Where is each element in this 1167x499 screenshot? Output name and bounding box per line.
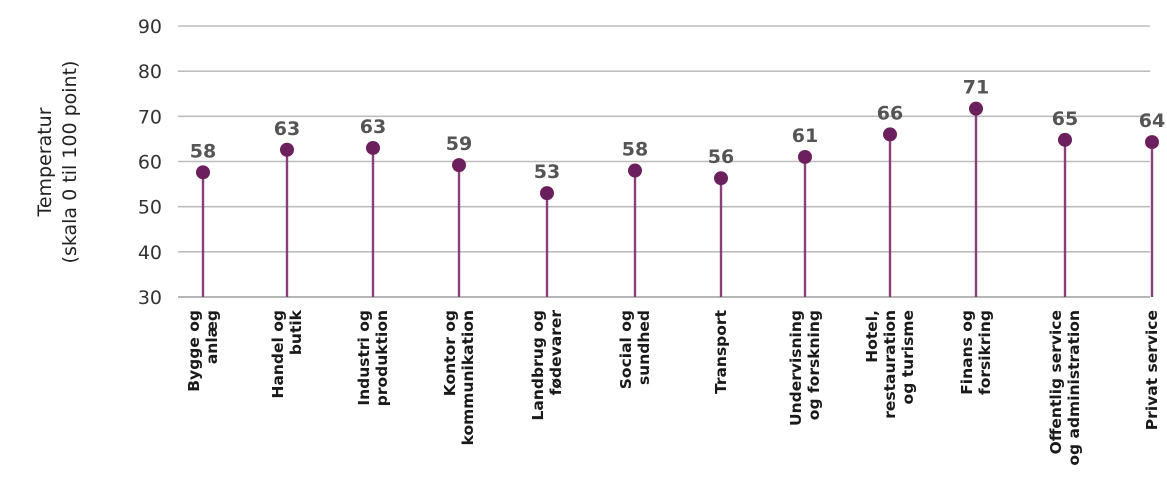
- lollipop-marker: [969, 101, 983, 116]
- category-label: produktion: [373, 310, 391, 406]
- lollipop-marker: [540, 186, 554, 201]
- category-label: Finans og: [958, 310, 976, 395]
- category-label: Landbrug og: [529, 310, 547, 420]
- data-label: 56: [708, 146, 734, 168]
- category-labels: Bygge og anlæg Handel og butik Industri og pr…: [185, 309, 1161, 465]
- lollipop-marker: [1145, 135, 1159, 150]
- category-label: og turisme: [899, 310, 917, 404]
- y-tick-label: 90: [138, 16, 162, 38]
- gridlines: [178, 25, 1150, 298]
- category-label: Bygge og: [185, 310, 203, 392]
- data-label: 66: [877, 102, 903, 124]
- category-label: Privat service: [1143, 310, 1161, 430]
- data-label: 64: [1139, 110, 1165, 132]
- y-tick-label: 60: [138, 152, 162, 174]
- category-label: restauration: [881, 310, 899, 419]
- lollipop-markers: [196, 101, 1159, 201]
- lollipop-stems: [201, 108, 1154, 297]
- category-label: Hotel,: [863, 310, 881, 363]
- data-label: 53: [534, 161, 560, 183]
- lollipop-marker: [798, 149, 812, 164]
- data-label: 71: [963, 77, 989, 99]
- lollipop-marker: [366, 140, 380, 155]
- category-label: Undervisning: [787, 310, 805, 426]
- y-axis-ticks: 30 40 50 60 70 80 90: [138, 16, 162, 309]
- y-axis-title-line-2: (skala 0 til 100 point): [59, 61, 81, 264]
- category-label: anlæg: [203, 310, 221, 364]
- category-label: Offentlig service: [1047, 310, 1065, 454]
- data-label: 61: [792, 125, 818, 147]
- lollipop-marker: [628, 163, 642, 178]
- category-label: og administration: [1065, 310, 1083, 466]
- category-label: og forskning: [805, 310, 823, 420]
- y-axis-title-line-1: Temperatur: [34, 107, 56, 217]
- data-label: 63: [274, 118, 300, 140]
- lollipop-marker: [1058, 132, 1072, 147]
- category-label: Social og: [617, 310, 635, 389]
- category-label: Transport: [712, 309, 730, 394]
- category-label: kommunikation: [459, 310, 477, 445]
- category-label: Kontor og: [441, 310, 459, 396]
- data-label: 59: [446, 133, 472, 155]
- y-tick-label: 50: [138, 197, 162, 219]
- y-tick-label: 40: [138, 242, 162, 264]
- lollipop-marker: [280, 142, 294, 157]
- data-label: 58: [622, 139, 648, 161]
- data-label: 58: [190, 140, 216, 162]
- y-tick-label: 70: [138, 106, 162, 128]
- data-label: 65: [1052, 108, 1078, 130]
- lollipop-marker: [714, 171, 728, 186]
- category-label: Industri og: [355, 310, 373, 406]
- data-labels: 58 63 63 59 53 58 56 61 66 71 65 64: [190, 77, 1165, 183]
- lollipop-marker: [883, 127, 897, 142]
- category-label: sundhed: [635, 310, 653, 385]
- category-label: fødevarer: [547, 310, 565, 396]
- category-label: forsikring: [976, 310, 994, 395]
- lollipop-marker: [452, 158, 466, 173]
- category-label: butik: [287, 309, 305, 355]
- data-label: 63: [360, 116, 386, 138]
- category-label: Handel og: [269, 310, 287, 399]
- lollipop-marker: [196, 165, 210, 180]
- y-tick-label: 80: [138, 61, 162, 83]
- y-tick-label: 30: [138, 287, 162, 309]
